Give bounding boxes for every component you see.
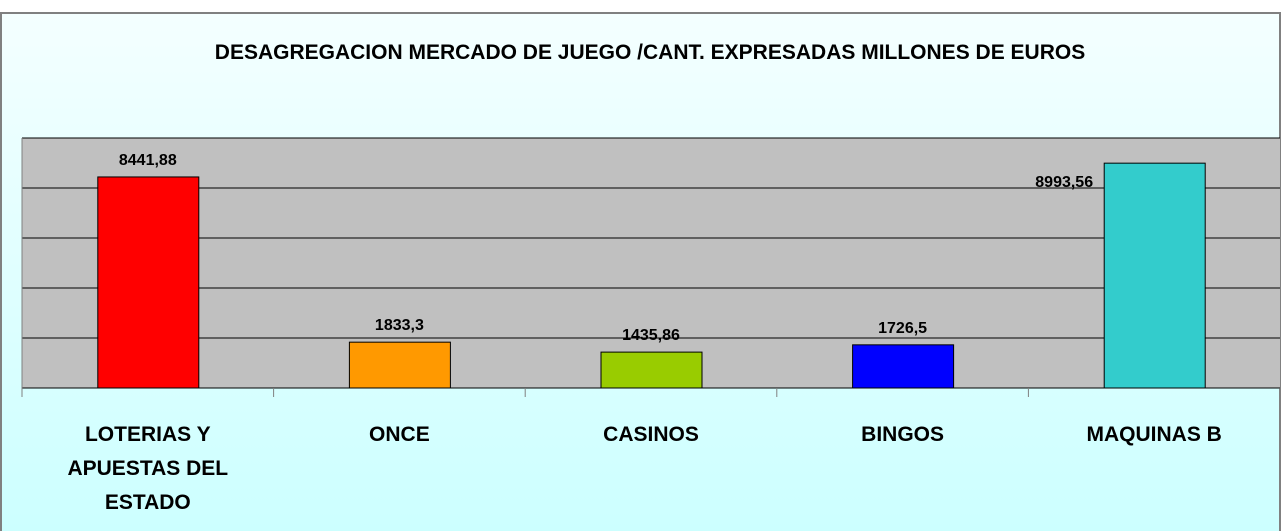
x-tick-label: MAQUINAS B (1086, 423, 1222, 446)
x-tick-label: ONCE (369, 423, 430, 446)
x-tick-label: LOTERIAS Y APUESTAS DEL ESTADO (67, 423, 229, 514)
x-tick-label: BINGOS (861, 423, 945, 446)
bar (97, 176, 200, 389)
value-label: 1833,3 (375, 317, 424, 334)
value-label: 8441,88 (119, 152, 177, 169)
value-label: 1726,5 (878, 320, 927, 337)
value-label: 1435,86 (622, 327, 680, 344)
value-label: 8993,56 (1035, 174, 1093, 191)
bar (1103, 162, 1206, 389)
plot-area (22, 138, 1280, 388)
chart-title: DESAGREGACION MERCADO DE JUEGO /CANT. EX… (214, 41, 1086, 64)
x-tick-label: CASINOS (603, 423, 699, 446)
bar (852, 344, 955, 389)
bar (348, 341, 451, 389)
bar (600, 351, 703, 389)
